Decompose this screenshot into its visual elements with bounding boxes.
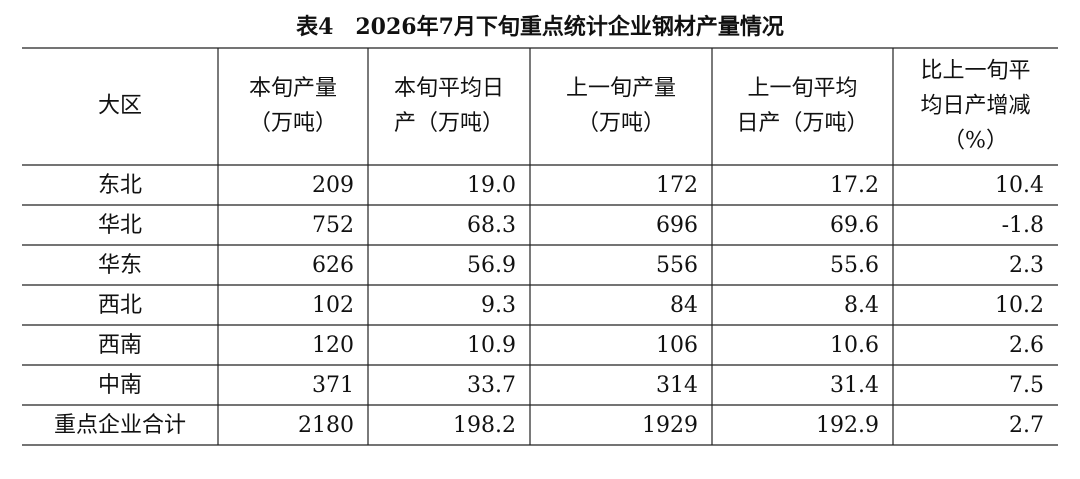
table-cell: 31.4	[830, 373, 879, 398]
table-cell: 2.7	[1009, 413, 1044, 438]
header-cell: 日产（万吨）	[736, 111, 868, 136]
table-cell: 8.4	[844, 293, 879, 318]
table-cell: 56.9	[467, 253, 516, 278]
table-cell: 33.7	[467, 373, 516, 398]
table-cell: 106	[656, 333, 698, 358]
table-cell: 2.6	[1009, 333, 1044, 358]
table-cell: 198.2	[453, 413, 516, 438]
table-cell: -1.8	[1002, 213, 1044, 238]
table-cell: 696	[656, 213, 698, 238]
table-cell: 752	[312, 213, 354, 238]
row-label: 西北	[98, 293, 142, 318]
table-cell: 17.2	[830, 173, 879, 198]
table-cell: 9.3	[481, 293, 516, 318]
row-label: 西南	[98, 333, 142, 358]
header-cell: 本旬产量	[249, 76, 337, 101]
table-cell: 7.5	[1009, 373, 1044, 398]
table-cell: 102	[312, 293, 354, 318]
table-cell: 10.6	[830, 333, 879, 358]
table-cell: 172	[656, 173, 698, 198]
table-cell: 10.4	[995, 173, 1044, 198]
table-cell: 55.6	[830, 253, 879, 278]
header-cell: （%）	[943, 129, 1008, 154]
header-cell: 大区	[98, 94, 142, 119]
table-cell: 10.2	[995, 293, 1044, 318]
table-cell: 120	[312, 333, 354, 358]
table-cell: 19.0	[467, 173, 516, 198]
header-cell: （万吨）	[577, 111, 665, 136]
header-cell: 上一旬平均	[747, 76, 857, 101]
table-cell: 192.9	[816, 413, 879, 438]
row-label: 重点企业合计	[54, 413, 186, 438]
table-cell: 1929	[642, 413, 698, 438]
table-cell: 556	[656, 253, 698, 278]
table-cell: 2.3	[1009, 253, 1044, 278]
row-label: 东北	[98, 173, 142, 198]
table-cell: 84	[670, 293, 698, 318]
table-title: 表4 2026年7月下旬重点统计企业钢材产量情况	[296, 14, 784, 40]
table-cell: 209	[312, 173, 354, 198]
row-label: 华北	[98, 213, 142, 238]
table-cell: 2180	[298, 413, 354, 438]
row-label: 中南	[98, 373, 142, 398]
header-cell: 比上一旬平	[920, 59, 1030, 84]
table-cell: 626	[312, 253, 354, 278]
row-label: 华东	[98, 253, 142, 278]
header-cell: 产（万吨）	[394, 111, 504, 136]
table-cell: 314	[656, 373, 698, 398]
header-cell: 本旬平均日	[394, 76, 504, 101]
header-cell: 均日产增减	[920, 94, 1030, 119]
table-cell: 69.6	[830, 213, 879, 238]
table-cell: 371	[312, 373, 354, 398]
table-cell: 10.9	[467, 333, 516, 358]
header-cell: （万吨）	[249, 111, 337, 136]
table-cell: 68.3	[467, 213, 516, 238]
header-cell: 上一旬产量	[566, 76, 676, 101]
